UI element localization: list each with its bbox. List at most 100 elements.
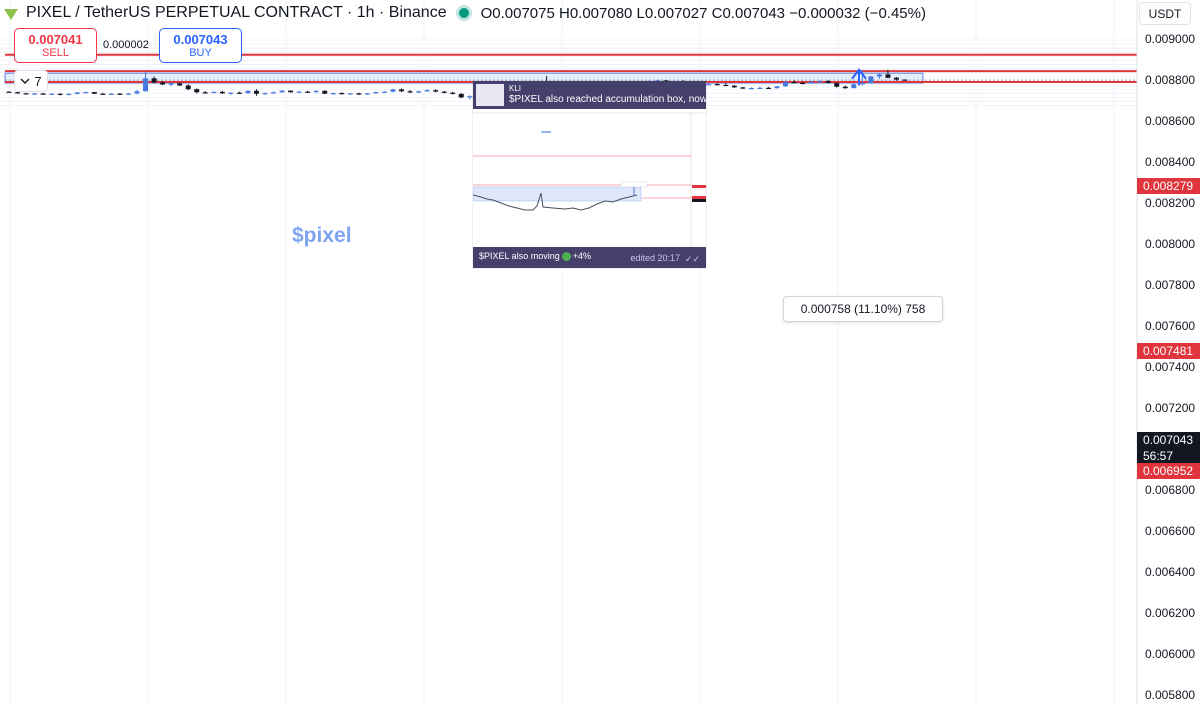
buy-label: BUY [189,46,212,59]
candle-body [842,86,848,89]
candle-body [177,83,183,86]
embed-message: $PIXEL also reached accumulation box, no… [509,94,706,105]
current-price: 0.007043 [1143,433,1194,447]
candle-body [868,76,874,84]
candle-body [49,93,55,95]
candle-body [808,81,814,84]
candle-body [364,93,370,95]
candle-body [83,92,89,94]
embed-edited: edited 20:17 [630,253,680,263]
candle-body [373,92,379,94]
embed-footer-pct: +4% [572,251,591,261]
candle-body [356,93,362,95]
candle-body [100,93,106,95]
candle-body [783,82,789,87]
candle-body [15,92,21,94]
measure-arrow [851,68,867,86]
candle-body [825,81,831,84]
measure-tooltip: 0.000758 (11.10%) 758 [783,296,943,322]
candle-body [817,81,823,83]
axis-tick: 0.007800 [1145,278,1196,292]
candle-body [399,89,405,92]
read-ticks-icon: ✓✓ [684,254,700,264]
candle-body [765,87,771,89]
candle-body [168,83,174,85]
spread-value: 0.000002 [103,39,149,51]
candle-body [91,92,97,94]
axis-tick: 0.008000 [1145,237,1196,251]
candle-body [458,93,464,98]
candle-body [723,84,729,87]
level-price-tag: 0.006952 [1137,463,1200,479]
axis-tick: 0.008200 [1145,196,1196,210]
chart-text-annotation[interactable]: $pixel [292,224,352,247]
indicators-toggle[interactable]: 7 [14,70,48,92]
candle-body [151,78,157,83]
embed-mini-chart [473,112,706,247]
candle-body [757,87,763,89]
candle-body [441,91,447,93]
candle-body [834,83,840,87]
buy-price: 0.007043 [173,31,228,47]
candle-body [40,93,46,95]
accumulation-box [4,72,924,84]
candle-body [885,74,891,78]
candle-body [851,84,857,89]
embedded-screenshot: KLI $PIXEL also reached accumulation box… [473,81,706,268]
candle-body [859,83,865,85]
candle-body [125,93,131,95]
embed-footer-msg: $PIXEL also moving [479,251,560,261]
sell-button[interactable]: 0.007041 SELL [14,28,97,63]
axis-tick: 0.006200 [1145,606,1196,620]
candle-body [893,77,899,80]
axis-tick: 0.006400 [1145,565,1196,579]
currency-select[interactable]: USDT [1139,2,1191,25]
candle-body [416,91,422,93]
green-circle-icon [561,252,571,262]
candle-body [467,96,473,98]
candle-body [211,91,217,94]
candle-body [6,91,12,93]
candle-body [774,86,780,89]
axis-tick: 0.006600 [1145,524,1196,538]
axis-tick: 0.008800 [1145,73,1196,87]
candle-body [108,93,114,95]
candle-body [339,93,345,95]
bar-countdown: 56:57 [1143,449,1174,463]
candle-body [305,91,311,93]
sell-price: 0.007041 [28,31,83,47]
candle-body [160,82,166,85]
candle-body [253,90,259,94]
candle-body [902,79,908,81]
candle-body [740,87,746,89]
candle-body [800,82,806,85]
candle-body [23,93,29,95]
candle-body [424,90,430,92]
current-price-tag: 0.007043 56:57 [1137,432,1200,466]
axis-tick: 0.007200 [1145,401,1196,415]
candle-body [433,90,439,92]
candle-body [706,84,712,86]
candle-body [407,91,413,93]
axis-tick: 0.009000 [1145,32,1196,46]
chevron-down-icon [20,78,30,84]
chart-header: PIXEL / TetherUS PERPETUAL CONTRACT · 1h… [4,3,926,23]
candle-body [791,82,797,84]
candle-body [381,91,387,93]
candle-body [655,80,661,82]
candle-body [143,78,149,92]
embed-footer-text: $PIXEL also moving +4% [479,251,591,262]
embed-footer: $PIXEL also moving +4% edited 20:17 ✓✓ [473,247,706,268]
level-price-tag: 0.007481 [1137,343,1200,359]
candle-body [228,92,234,94]
ohlc-values: O0.007075 H0.007080 L0.007027 C0.007043 … [480,4,926,22]
gem-icon [4,8,18,20]
axis-tick: 0.006800 [1145,483,1196,497]
buy-button[interactable]: 0.007043 BUY [159,28,242,63]
symbol-title[interactable]: PIXEL / TetherUS PERPETUAL CONTRACT · 1h… [26,4,447,21]
axis-tick: 0.008600 [1145,114,1196,128]
axis-tick: 0.005800 [1145,688,1196,702]
candle-body [390,89,396,92]
candle-body [271,92,277,94]
embed-header: KLI $PIXEL also reached accumulation box… [473,81,706,109]
